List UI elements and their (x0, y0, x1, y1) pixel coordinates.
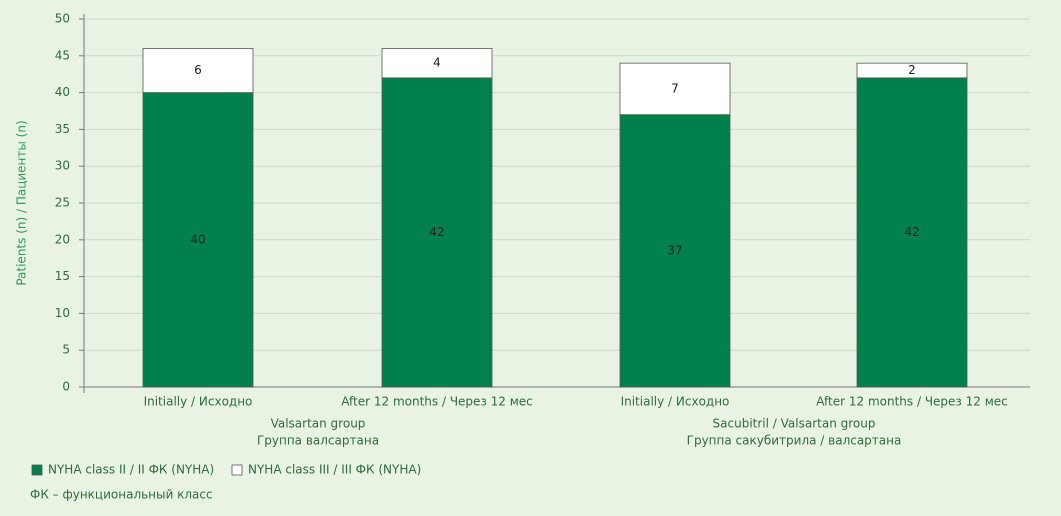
y-tick-label: 20 (55, 232, 70, 246)
data-label: 7 (671, 81, 679, 95)
y-axis-title: Patients (n) / Пациенты (n) (15, 120, 29, 285)
group-label: Группа валсартана (257, 434, 379, 448)
bar-segment (142, 92, 254, 388)
group-label: Группа сакубитрила / валсартана (687, 434, 902, 448)
data-label: 42 (429, 225, 444, 239)
bar-segment (619, 62, 731, 116)
legend-swatch (31, 464, 43, 476)
y-tick-label: 5 (62, 343, 70, 357)
data-label: 42 (904, 225, 919, 239)
data-label: 6 (194, 63, 202, 77)
y-tick-label: 25 (55, 196, 70, 210)
legend-swatch (231, 464, 243, 476)
y-tick-label: 50 (55, 12, 70, 26)
bar-segment (381, 77, 493, 388)
y-tick-label: 35 (55, 122, 70, 136)
x-tick-label: Initially / Исходно (621, 395, 730, 409)
x-tick-label: Initially / Исходно (144, 395, 253, 409)
bar-segment (142, 48, 254, 93)
y-tick-label: 0 (62, 380, 70, 394)
y-tick-label: 30 (55, 159, 70, 173)
y-tick-label: 15 (55, 269, 70, 283)
note: ФК – функциональный класс (30, 488, 213, 502)
data-label: 4 (433, 56, 441, 70)
data-label: 37 (667, 243, 682, 257)
x-tick-label: After 12 months / Через 12 мес (816, 395, 1008, 409)
bar-segment (856, 77, 968, 388)
bar-segment (381, 48, 493, 79)
data-label: 2 (908, 63, 916, 77)
group-label: Sacubitril / Valsartan group (713, 417, 876, 431)
y-tick-label: 40 (55, 85, 70, 99)
x-tick-label: After 12 months / Через 12 мес (341, 395, 533, 409)
bar-segment (619, 114, 731, 388)
y-tick-label: 10 (55, 306, 70, 320)
group-label: Valsartan group (271, 417, 366, 431)
legend-label: NYHA class II / II ФК (NYHA) (48, 463, 214, 477)
y-tick-label: 45 (55, 48, 70, 62)
legend-label: NYHA class III / III ФК (NYHA) (248, 463, 421, 477)
data-label: 40 (190, 232, 205, 246)
bar-segment (856, 62, 968, 79)
